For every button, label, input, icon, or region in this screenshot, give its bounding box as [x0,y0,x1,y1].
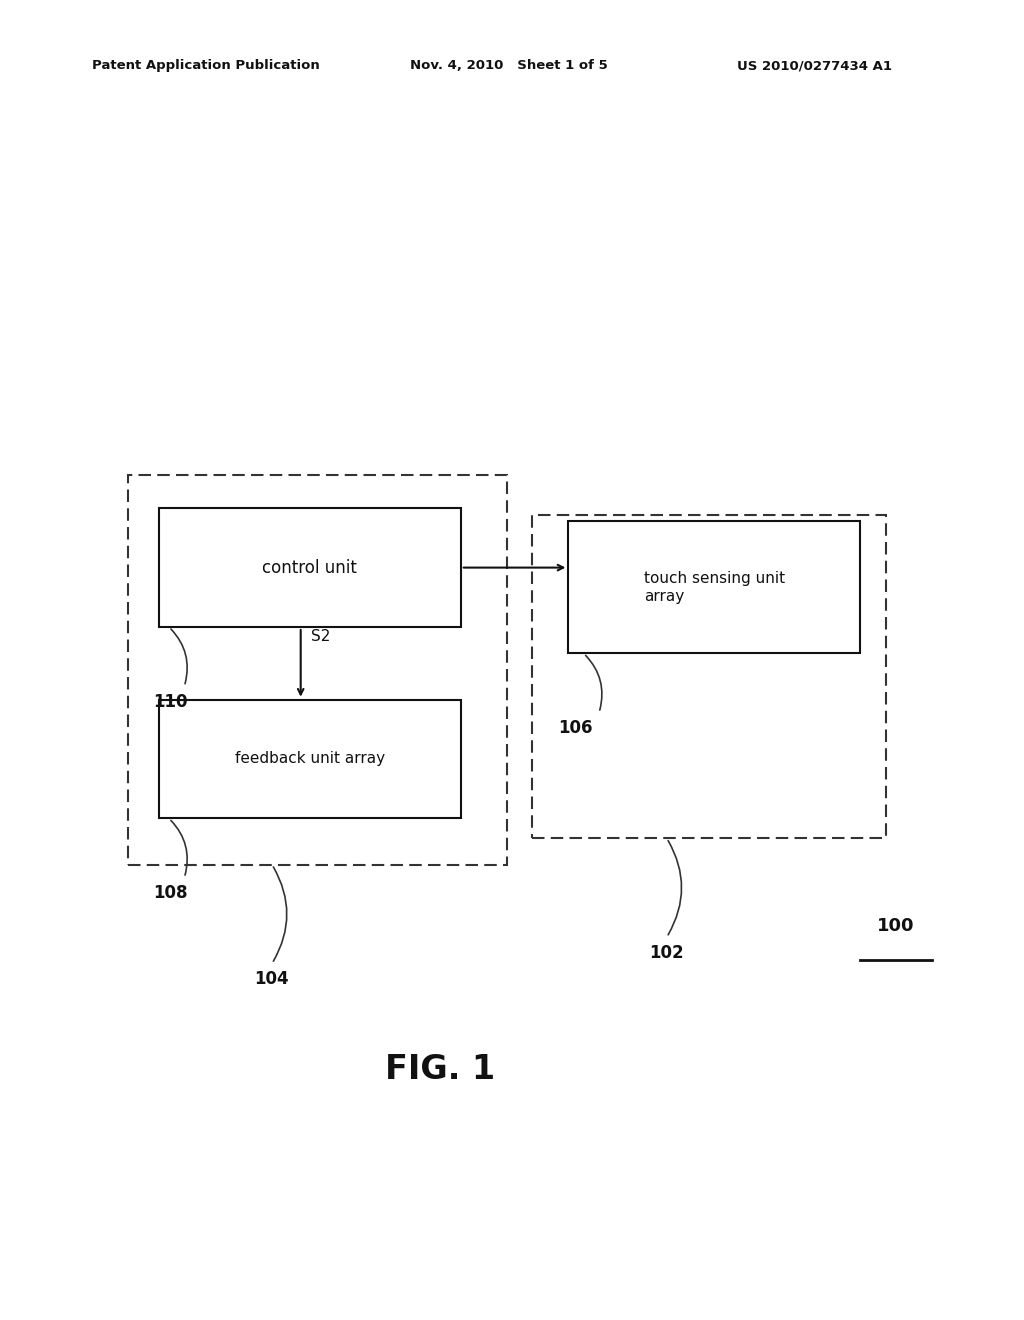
FancyBboxPatch shape [568,521,860,653]
Text: FIG. 1: FIG. 1 [385,1053,496,1085]
Text: Nov. 4, 2010   Sheet 1 of 5: Nov. 4, 2010 Sheet 1 of 5 [410,59,607,73]
Text: 100: 100 [878,917,914,936]
Text: 108: 108 [154,884,188,903]
Text: 110: 110 [154,693,188,711]
Text: touch sensing unit
array: touch sensing unit array [644,572,784,603]
Text: control unit: control unit [262,558,357,577]
Text: 106: 106 [558,719,593,738]
Text: US 2010/0277434 A1: US 2010/0277434 A1 [737,59,892,73]
FancyBboxPatch shape [159,508,461,627]
Text: feedback unit array: feedback unit array [234,751,385,767]
Text: 104: 104 [255,970,290,989]
Text: S2: S2 [311,630,331,644]
Text: 102: 102 [649,944,684,962]
Text: Patent Application Publication: Patent Application Publication [92,59,319,73]
FancyBboxPatch shape [159,700,461,818]
